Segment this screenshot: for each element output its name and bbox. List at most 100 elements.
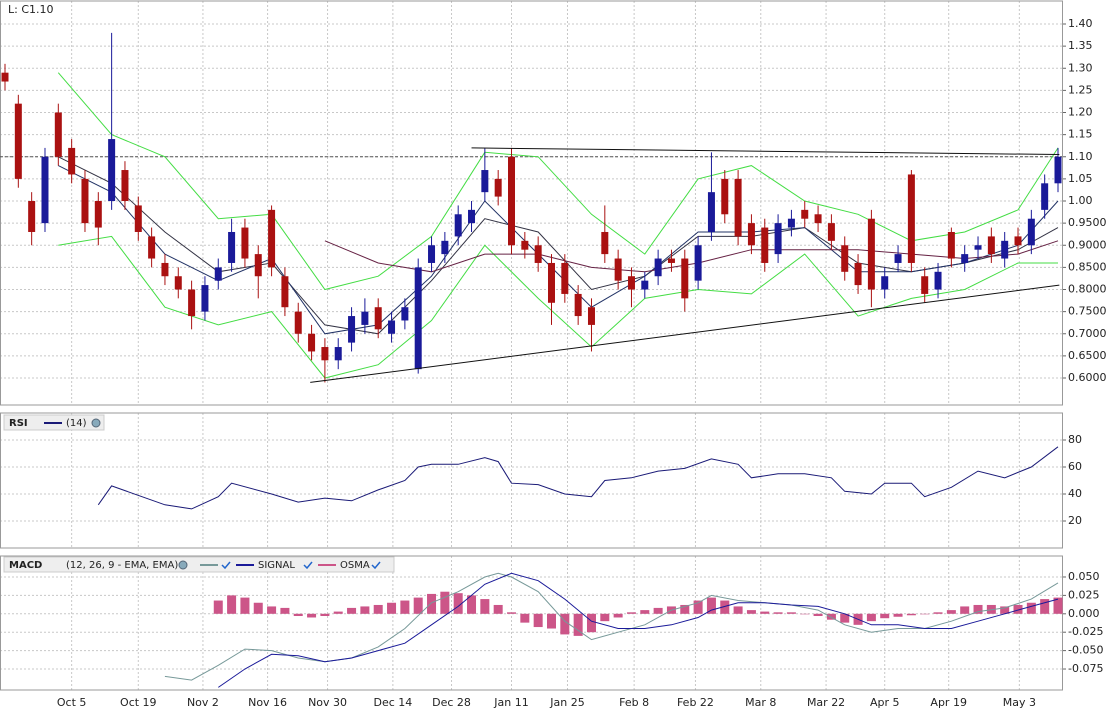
x-tick-label: Jan 11 bbox=[493, 696, 528, 709]
pane-title: RSI bbox=[9, 418, 28, 429]
y-tick-label: 1.05 bbox=[1068, 172, 1093, 185]
x-tick-label: Apr 5 bbox=[870, 696, 900, 709]
candle-body bbox=[921, 276, 929, 294]
osma-bar bbox=[360, 606, 370, 614]
candle-body bbox=[827, 223, 835, 241]
y-tick-label: 1.35 bbox=[1068, 39, 1093, 52]
candle-body bbox=[321, 347, 329, 361]
y-tick-label: -0.050 bbox=[1068, 644, 1103, 657]
candle-body bbox=[907, 174, 915, 263]
candle-body bbox=[348, 316, 356, 343]
candle-body bbox=[587, 307, 595, 325]
osma-bar bbox=[586, 613, 596, 633]
candle-body bbox=[121, 170, 129, 202]
osma-bar bbox=[227, 595, 237, 614]
candle-body bbox=[68, 147, 76, 175]
legend-box bbox=[3, 556, 395, 573]
osma-bar bbox=[946, 610, 956, 614]
osma-bar bbox=[960, 606, 970, 614]
candle-body bbox=[974, 245, 982, 250]
candle-body bbox=[201, 285, 209, 312]
x-tick-label: Feb 8 bbox=[619, 696, 649, 709]
legend-label: SIGNAL bbox=[258, 560, 295, 571]
candle-body bbox=[454, 214, 462, 237]
candle-body bbox=[1027, 218, 1035, 246]
osma-bar bbox=[240, 597, 250, 614]
osma-bar bbox=[920, 613, 930, 615]
trendline bbox=[471, 147, 1060, 156]
osma-bar bbox=[933, 612, 943, 614]
candle-body bbox=[308, 333, 316, 352]
osma-bar bbox=[786, 612, 796, 614]
candle-body bbox=[934, 271, 942, 290]
osma-bar bbox=[347, 607, 357, 614]
pane-params: (14) bbox=[66, 418, 87, 429]
candle-body bbox=[441, 240, 449, 255]
candle-body bbox=[268, 209, 276, 268]
candle-body bbox=[508, 156, 516, 246]
y-tick-label: 0.6500 bbox=[1068, 349, 1107, 362]
osma-bar bbox=[826, 613, 836, 620]
candle-body bbox=[801, 209, 809, 219]
osma-bar bbox=[507, 612, 517, 614]
overlay-line bbox=[57, 72, 1059, 291]
osma-bar bbox=[800, 613, 810, 615]
candle-body bbox=[188, 289, 196, 317]
osma-bar bbox=[480, 599, 490, 614]
osma-bar bbox=[573, 613, 583, 636]
candle-body bbox=[41, 156, 49, 224]
candle-body bbox=[134, 205, 142, 232]
candle-body bbox=[641, 280, 649, 290]
osma-bar bbox=[427, 593, 437, 614]
y-tick-label: 1.20 bbox=[1068, 106, 1093, 119]
x-tick-label: Dec 28 bbox=[432, 696, 471, 709]
osma-bar bbox=[866, 613, 876, 622]
osma-bar bbox=[520, 613, 530, 623]
candle-body bbox=[81, 178, 89, 224]
candle-body bbox=[761, 227, 769, 263]
osma-bar bbox=[1000, 606, 1010, 614]
candle-body bbox=[148, 236, 156, 259]
y-tick-label: 1.00 bbox=[1068, 194, 1093, 207]
y-tick-label: 1.10 bbox=[1068, 150, 1093, 163]
candle-body bbox=[94, 201, 102, 228]
y-tick-label: 20 bbox=[1068, 514, 1082, 527]
overlay-line bbox=[58, 235, 1058, 379]
osma-bar bbox=[840, 613, 850, 623]
osma-bar bbox=[546, 613, 556, 629]
pane-border bbox=[0, 412, 1063, 549]
candle-body bbox=[521, 240, 529, 250]
x-tick-label: Feb 22 bbox=[677, 696, 714, 709]
candle-body bbox=[54, 112, 62, 157]
osma-bar bbox=[773, 612, 783, 614]
candle-body bbox=[747, 223, 755, 246]
y-tick-label: 1.30 bbox=[1068, 61, 1093, 74]
candle-body bbox=[694, 245, 702, 281]
candle-body bbox=[601, 231, 609, 255]
macd-line bbox=[218, 572, 1059, 688]
check-icon bbox=[221, 561, 231, 570]
osma-bar bbox=[413, 597, 423, 614]
pane-border bbox=[0, 0, 1063, 406]
osma-bar bbox=[653, 607, 663, 614]
candle-body bbox=[254, 254, 262, 277]
x-tick-label: Apr 19 bbox=[930, 696, 967, 709]
osma-bar bbox=[213, 600, 223, 614]
candle-body bbox=[428, 245, 436, 263]
candle-body bbox=[1054, 156, 1062, 184]
candle-body bbox=[28, 201, 36, 232]
x-tick-label: Nov 2 bbox=[187, 696, 219, 709]
x-tick-label: Oct 19 bbox=[120, 696, 157, 709]
y-tick-label: 40 bbox=[1068, 487, 1082, 500]
candle-body bbox=[334, 347, 342, 361]
osma-bar bbox=[307, 613, 317, 618]
y-tick-label: 0.8000 bbox=[1068, 283, 1107, 296]
osma-bar bbox=[973, 604, 983, 614]
osma-bar bbox=[373, 604, 383, 614]
osma-bar bbox=[467, 595, 477, 614]
y-tick-label: 0.9500 bbox=[1068, 216, 1107, 229]
osma-bar bbox=[493, 604, 503, 614]
candle-body bbox=[1014, 236, 1022, 246]
